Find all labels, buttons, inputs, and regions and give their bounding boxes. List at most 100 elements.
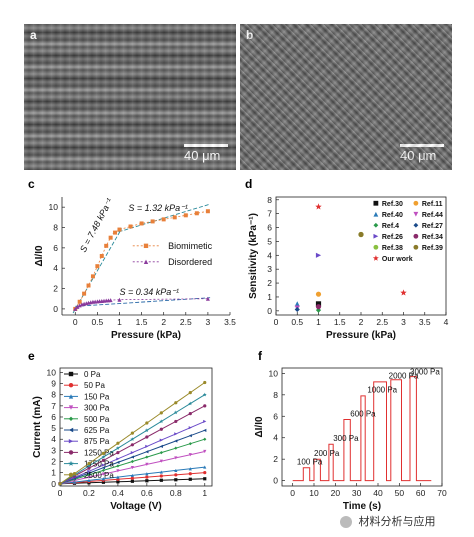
- x-tick-label: 2.5: [180, 317, 192, 327]
- data-point: [174, 439, 178, 443]
- data-point: [145, 455, 149, 459]
- y-tick-label: 2: [267, 278, 272, 288]
- data-point: [82, 291, 87, 296]
- data-point: [188, 391, 192, 395]
- x-tick-label: 0.2: [83, 488, 95, 498]
- data-point: [77, 303, 82, 308]
- data-point: [174, 473, 178, 477]
- x-tick-label: 1: [316, 317, 321, 327]
- data-point: [183, 213, 188, 218]
- data-point: [86, 283, 91, 288]
- annotation: 1000 Pa: [367, 386, 397, 395]
- legend-label: Ref.27: [422, 223, 443, 230]
- data-point: [108, 298, 113, 303]
- y-tick-label: 5: [51, 423, 56, 433]
- data-point: [139, 221, 144, 226]
- annotation: 2000 Pa: [389, 372, 419, 381]
- chart-c: c 0 0.5 1 1.5 2 2.5 3 3.5 0 2 4 6 8 10 Pressure (kPa) ΔI…: [28, 177, 236, 341]
- axes-frame: [281, 367, 443, 487]
- data-point: [205, 209, 210, 214]
- data-point: [130, 466, 134, 470]
- legend-label: Ref.34: [422, 234, 443, 241]
- x-tick-label: 30: [352, 488, 362, 498]
- y-axis-label: ΔI/I0: [34, 245, 45, 267]
- data-point: [116, 480, 120, 484]
- annotation: 100 Pa: [297, 458, 323, 467]
- data-point: [203, 471, 207, 475]
- legend-label: 0 Pa: [84, 370, 101, 379]
- legend-marker: [68, 472, 74, 477]
- x-tick-label: 3.5: [419, 317, 431, 327]
- data-point: [159, 411, 163, 415]
- annotation: 600 Pa: [350, 409, 376, 418]
- data-point: [116, 475, 120, 479]
- data-point: [203, 428, 207, 432]
- data-point: [130, 473, 134, 478]
- y-tick-label: 10: [49, 202, 59, 212]
- data-point: [188, 467, 192, 471]
- y-tick-label: 9: [51, 379, 56, 389]
- axes-frame: [59, 367, 213, 487]
- data-point: [145, 450, 149, 454]
- data-point: [174, 401, 178, 405]
- data-point: [130, 437, 135, 441]
- chart-d: d 0 0.5 1 1.5 2 2.5 3 3.5 4 0 1 2 3 4 5 6 7 8 Pressure (kPa…: [245, 177, 449, 341]
- x-tick-label: 3: [206, 317, 211, 327]
- x-tick-label: 0: [290, 488, 295, 498]
- legend-marker: [373, 200, 379, 206]
- data-point: [159, 478, 163, 482]
- data-point: [203, 404, 207, 408]
- sem-image-a: a 40 μm: [24, 24, 236, 170]
- data-point: [116, 469, 120, 473]
- data-point: [188, 434, 192, 438]
- data-point: [90, 274, 95, 279]
- legend-label: 300 Pa: [84, 404, 110, 413]
- y-tick-label: 4: [53, 263, 58, 273]
- data-point: [159, 427, 163, 431]
- data-point: [95, 264, 100, 269]
- x-axis-label: Voltage (V): [110, 501, 161, 512]
- data-point: [144, 428, 149, 432]
- data-point: [87, 463, 91, 468]
- data-point: [159, 470, 163, 474]
- legend-label: 500 Pa: [84, 415, 110, 424]
- data-point: [101, 458, 106, 462]
- legend-marker: [68, 416, 74, 421]
- x-tick-label: 0: [274, 317, 279, 327]
- legend-label: Ref.11: [422, 201, 443, 208]
- data-point: [203, 477, 207, 481]
- data-point: [188, 472, 192, 476]
- legend-label: 2500 Pa: [84, 471, 114, 480]
- data-point: [174, 456, 178, 460]
- data-point: [315, 252, 322, 258]
- data-point: [174, 468, 178, 473]
- fit-line-7.48: [72, 228, 123, 314]
- x-tick-label: 4: [444, 317, 449, 327]
- legend-marker: [68, 450, 74, 455]
- x-tick-label: 20: [331, 488, 341, 498]
- data-point: [87, 475, 91, 479]
- legend-label: Ref.38: [382, 245, 403, 252]
- legend-marker: [413, 233, 419, 239]
- legend-label: 1250 Pa: [84, 448, 114, 457]
- x-tick-label: 2.5: [376, 317, 388, 327]
- legend-label: 875 Pa: [84, 437, 110, 446]
- data-point: [188, 426, 192, 430]
- data-point: [101, 466, 106, 470]
- data-point: [130, 431, 134, 435]
- data-point: [188, 412, 192, 416]
- data-point: [130, 451, 134, 455]
- legend-marker: [143, 259, 149, 265]
- x-tick-label: 0.6: [141, 488, 153, 498]
- data-point: [150, 219, 155, 224]
- data-point: [358, 231, 364, 238]
- data-point: [159, 459, 163, 463]
- data-point: [130, 443, 134, 447]
- data-point: [188, 401, 193, 406]
- x-axis-label: Pressure (kPa): [111, 330, 181, 341]
- data-point: [130, 476, 134, 480]
- x-tick-label: 3: [401, 317, 406, 327]
- legend-label: Ref.39: [422, 245, 443, 252]
- data-point: [174, 419, 178, 424]
